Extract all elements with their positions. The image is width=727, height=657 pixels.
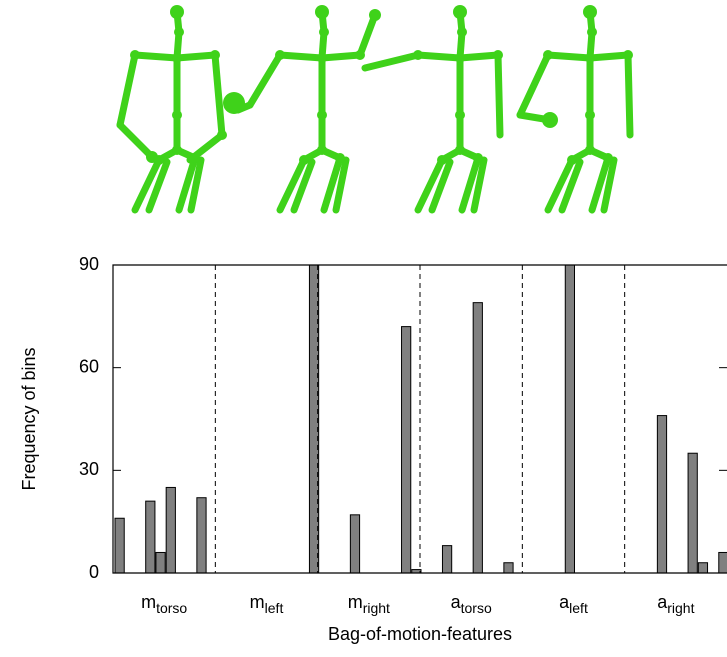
group-label-sub: torso xyxy=(156,600,187,616)
group-label: aright xyxy=(657,592,694,616)
bar xyxy=(565,265,574,573)
bar xyxy=(197,498,206,573)
group-label-base: m xyxy=(348,592,363,612)
bar xyxy=(146,501,155,573)
y-axis-label: Frequency of bins xyxy=(19,347,39,490)
y-tick-label: 60 xyxy=(79,356,99,376)
x-axis-label: Bag-of-motion-features xyxy=(328,624,512,644)
group-label: mleft xyxy=(250,592,284,616)
bar xyxy=(350,515,359,573)
bar xyxy=(698,563,707,573)
group-label: aleft xyxy=(559,592,588,616)
group-label: atorso xyxy=(451,592,492,616)
page: {"chart_data": {"type": "bar", "ylabel":… xyxy=(0,0,727,657)
bar xyxy=(442,546,451,573)
bar xyxy=(688,453,697,573)
group-label-sub: right xyxy=(667,600,694,616)
bar xyxy=(657,416,666,573)
group-label-sub: left xyxy=(265,600,284,616)
group-label-base: m xyxy=(250,592,265,612)
group-label-sub: right xyxy=(363,600,390,616)
bar xyxy=(719,552,727,573)
group-label: mtorso xyxy=(141,592,187,616)
group-label-base: m xyxy=(141,592,156,612)
y-tick-label: 30 xyxy=(79,459,99,479)
bar xyxy=(473,303,482,573)
bar xyxy=(156,552,165,573)
chart: Frequency of bins Bag-of-motion-features… xyxy=(0,0,727,657)
bar xyxy=(504,563,513,573)
bar xyxy=(166,487,175,573)
group-label-sub: torso xyxy=(461,600,492,616)
y-tick-label: 90 xyxy=(79,254,99,274)
y-tick-label: 0 xyxy=(89,562,99,582)
bar xyxy=(402,327,411,573)
group-label: mright xyxy=(348,592,390,616)
skeleton-figures xyxy=(120,5,633,210)
bar xyxy=(115,518,124,573)
group-label-sub: left xyxy=(569,600,588,616)
